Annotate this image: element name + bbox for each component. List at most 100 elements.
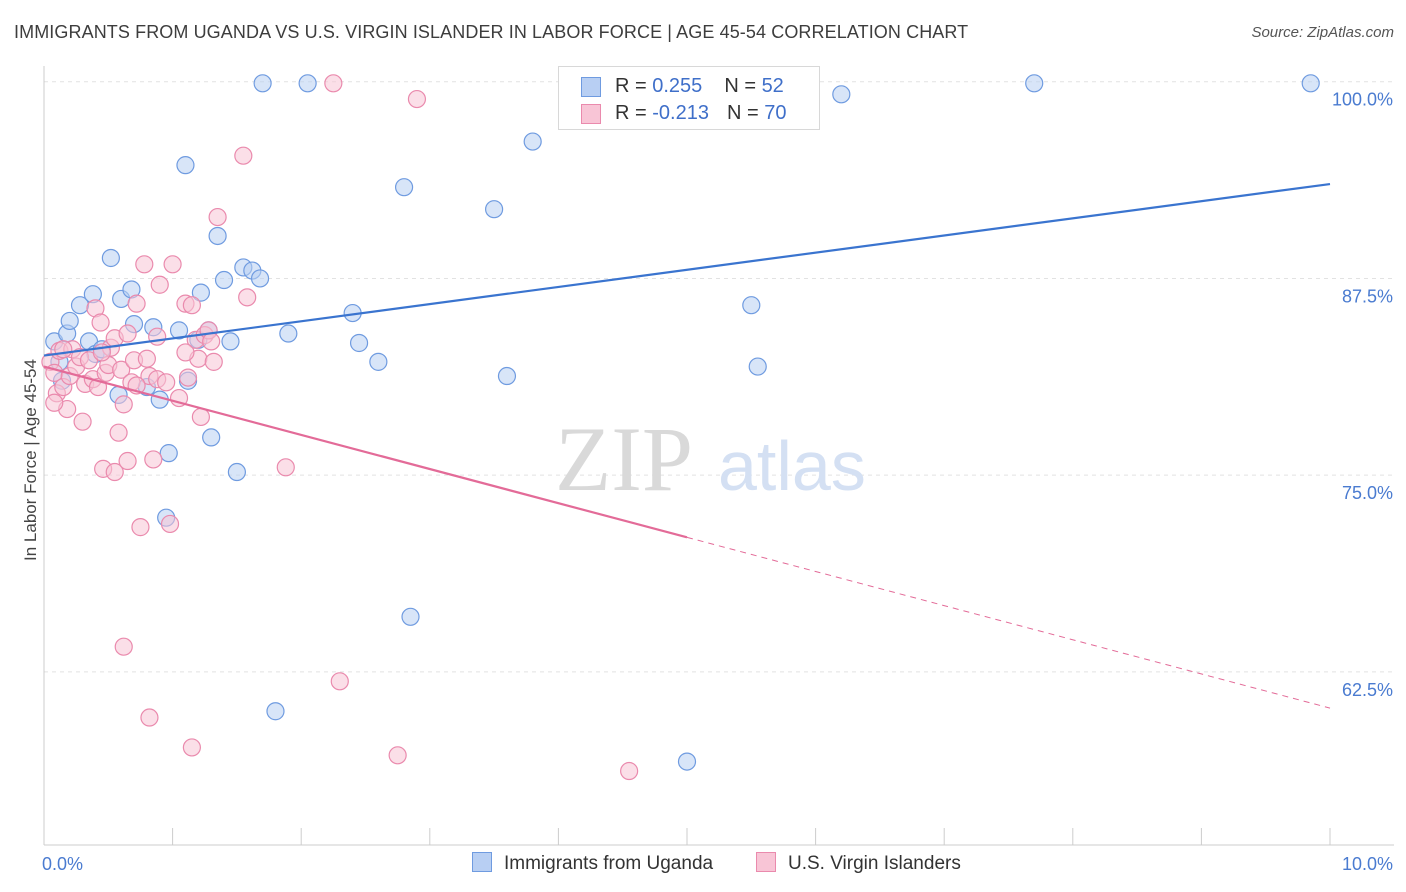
legend-r-value: -0.213 [652, 102, 709, 124]
uganda-point [266, 702, 285, 721]
virgin-islanders-point [388, 746, 407, 765]
virgin-islanders-point [330, 672, 349, 691]
virgin-islanders-point [204, 352, 223, 371]
legend-r-value: 0.255 [652, 75, 703, 97]
uganda-point [202, 428, 221, 447]
uganda-point [349, 333, 369, 353]
uganda-point [253, 74, 272, 93]
virgin-islanders-trend-extension [686, 536, 1331, 709]
uganda-point [369, 352, 388, 371]
uganda-point [401, 607, 420, 626]
y-tick-label: 100.0% [1332, 90, 1393, 110]
uganda-point [208, 226, 227, 246]
virgin-islanders-point [105, 462, 124, 482]
virgin-islanders-point [45, 393, 64, 412]
virgin-islanders-point [324, 74, 343, 93]
series-legend: Immigrants from Uganda U.S. Virgin Islan… [0, 852, 1406, 878]
uganda-trend-line [43, 182, 1331, 357]
legend-n-value: 52 [761, 75, 784, 97]
virgin-islanders-point [131, 518, 150, 537]
virgin-islanders-point [234, 146, 253, 165]
watermark-zip: ZIP [555, 408, 693, 510]
virgin-islanders-point [202, 332, 221, 351]
uganda-point [298, 74, 317, 93]
virgin-islanders-point [112, 360, 131, 379]
virgin-islanders-point [176, 343, 195, 362]
virgin-islanders-point [135, 255, 154, 274]
uganda-point [279, 324, 298, 343]
virgin-islanders-point [114, 637, 133, 656]
x-tick-label: 0.0% [42, 854, 83, 874]
uganda-point [742, 296, 761, 315]
uganda-point [191, 283, 210, 302]
legend-n-label: N = [724, 75, 762, 97]
virgin-islanders-point [114, 395, 133, 414]
legend-item-virgin-islanders[interactable]: U.S. Virgin Islanders [756, 852, 961, 875]
uganda-point [523, 132, 542, 151]
uganda-point [485, 200, 504, 219]
uganda-point [101, 248, 120, 268]
uganda-point [394, 178, 414, 197]
chart-title: IMMIGRANTS FROM UGANDA VS U.S. VIRGIN IS… [14, 22, 969, 42]
virgin-islanders-point [178, 368, 198, 387]
uganda-point [176, 156, 195, 175]
virgin-islanders-point [620, 761, 639, 781]
legend-r-label: R = [615, 102, 653, 124]
virgin-islanders-point [182, 296, 201, 315]
legend-item-uganda[interactable]: Immigrants from Uganda [472, 852, 713, 875]
legend-series-label: U.S. Virgin Islanders [788, 853, 961, 874]
y-tick-label: 62.5% [1342, 680, 1393, 700]
virgin-islanders-trend-line [43, 365, 688, 539]
virgin-islanders-point [238, 288, 257, 307]
virgin-islanders-point [157, 373, 176, 392]
trend-lines [43, 182, 1331, 709]
uganda-point [250, 269, 270, 288]
legend-swatch-pink [581, 103, 601, 124]
virgin-islanders-point [208, 207, 227, 227]
virgin-islanders-point [91, 313, 110, 332]
legend-swatch-pink [756, 852, 776, 872]
legend-r-label: R = [615, 75, 653, 97]
y-tick-label: 75.0% [1342, 483, 1393, 503]
legend-series-label: Immigrants from Uganda [504, 853, 714, 874]
legend-row-uganda: R = 0.255 N = 52 [581, 75, 784, 99]
virgin-islanders-point [137, 349, 156, 368]
uganda-point [60, 311, 79, 331]
uganda-point [1301, 74, 1320, 93]
uganda-point [169, 321, 189, 340]
virgin-islanders-point [407, 89, 427, 109]
legend-row-virgin-islanders: R = -0.213 N = 70 [581, 102, 786, 126]
virgin-islanders-point [109, 423, 128, 442]
virgin-islanders-point [276, 458, 295, 477]
legend-swatch-blue [581, 76, 601, 97]
uganda-point [159, 444, 178, 463]
virgin-islanders-point [73, 412, 92, 431]
virgin-islanders-point [148, 327, 167, 346]
virgin-islanders-point [54, 340, 73, 359]
uganda-point [227, 462, 246, 482]
uganda-point [221, 332, 240, 351]
watermark: ZIP atlas [555, 408, 866, 510]
virgin-islanders-point [182, 738, 201, 757]
virgin-islanders-point [191, 407, 210, 427]
y-tick-label: 87.5% [1342, 286, 1393, 306]
virgin-islanders-point [150, 275, 169, 294]
uganda-point [497, 366, 517, 386]
data-points [41, 74, 1320, 781]
virgin-islanders-point [160, 514, 180, 534]
x-tick-label: 10.0% [1342, 854, 1393, 874]
virgin-islanders-point [118, 324, 137, 343]
uganda-point [748, 357, 767, 376]
uganda-point [832, 85, 851, 104]
correlation-legend: R = 0.255 N = 52 R = -0.213 N = 70 [558, 66, 820, 130]
legend-n-label: N = [726, 102, 765, 124]
uganda-point [214, 270, 234, 290]
virgin-islanders-point [127, 294, 146, 313]
axes [43, 66, 1394, 846]
gridlines [44, 81, 1394, 673]
uganda-point [1025, 74, 1044, 93]
y-axis-label: In Labor Force | Age 45-54 [21, 359, 40, 561]
virgin-islanders-point [144, 450, 163, 469]
watermark-atlas: atlas [718, 427, 866, 505]
